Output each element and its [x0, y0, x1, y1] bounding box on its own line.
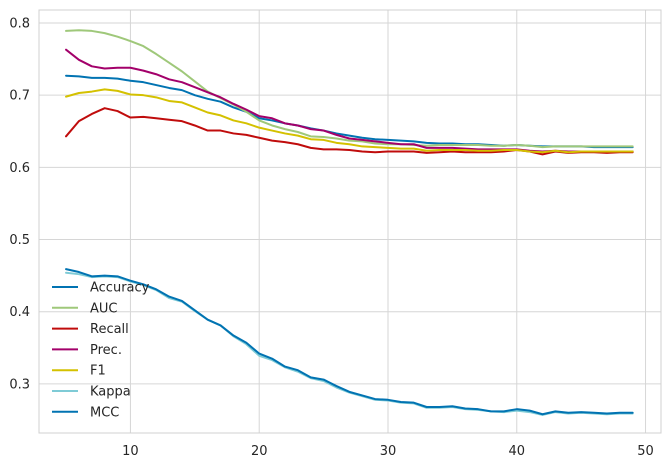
- x-tick-label: 10: [122, 444, 139, 459]
- y-tick-label: 0.5: [9, 233, 30, 248]
- y-axis-ticks: 0.3 0.4 0.5 0.6 0.7 0.8: [9, 16, 30, 392]
- series-lines: [65, 29, 634, 416]
- series-line-recall: [65, 107, 634, 156]
- legend-label: Accuracy: [90, 281, 150, 296]
- x-tick-label: 20: [251, 444, 268, 459]
- y-tick-label: 0.7: [9, 89, 30, 104]
- series-line-mcc: [65, 268, 634, 416]
- legend-label: AUC: [90, 301, 118, 316]
- legend: Accuracy AUC Recall Prec. F1 Kappa MCC: [52, 281, 150, 420]
- x-axis-ticks: 10 20 30 40 50: [122, 444, 654, 459]
- x-tick-label: 50: [637, 444, 654, 459]
- y-tick-label: 0.4: [9, 305, 30, 320]
- legend-label: MCC: [90, 405, 119, 420]
- legend-label: Kappa: [90, 385, 131, 400]
- legend-label: F1: [90, 364, 106, 379]
- series-line-auc: [65, 29, 634, 149]
- x-tick-label: 30: [380, 444, 397, 459]
- legend-label: Recall: [90, 322, 129, 337]
- y-tick-label: 0.6: [9, 161, 30, 176]
- x-tick-label: 40: [508, 444, 525, 459]
- y-tick-label: 0.8: [9, 16, 30, 31]
- legend-label: Prec.: [90, 343, 122, 358]
- grid: [39, 10, 661, 433]
- y-tick-label: 0.3: [9, 377, 30, 392]
- series-line-f1: [65, 88, 634, 154]
- plot-frame: [38, 9, 662, 434]
